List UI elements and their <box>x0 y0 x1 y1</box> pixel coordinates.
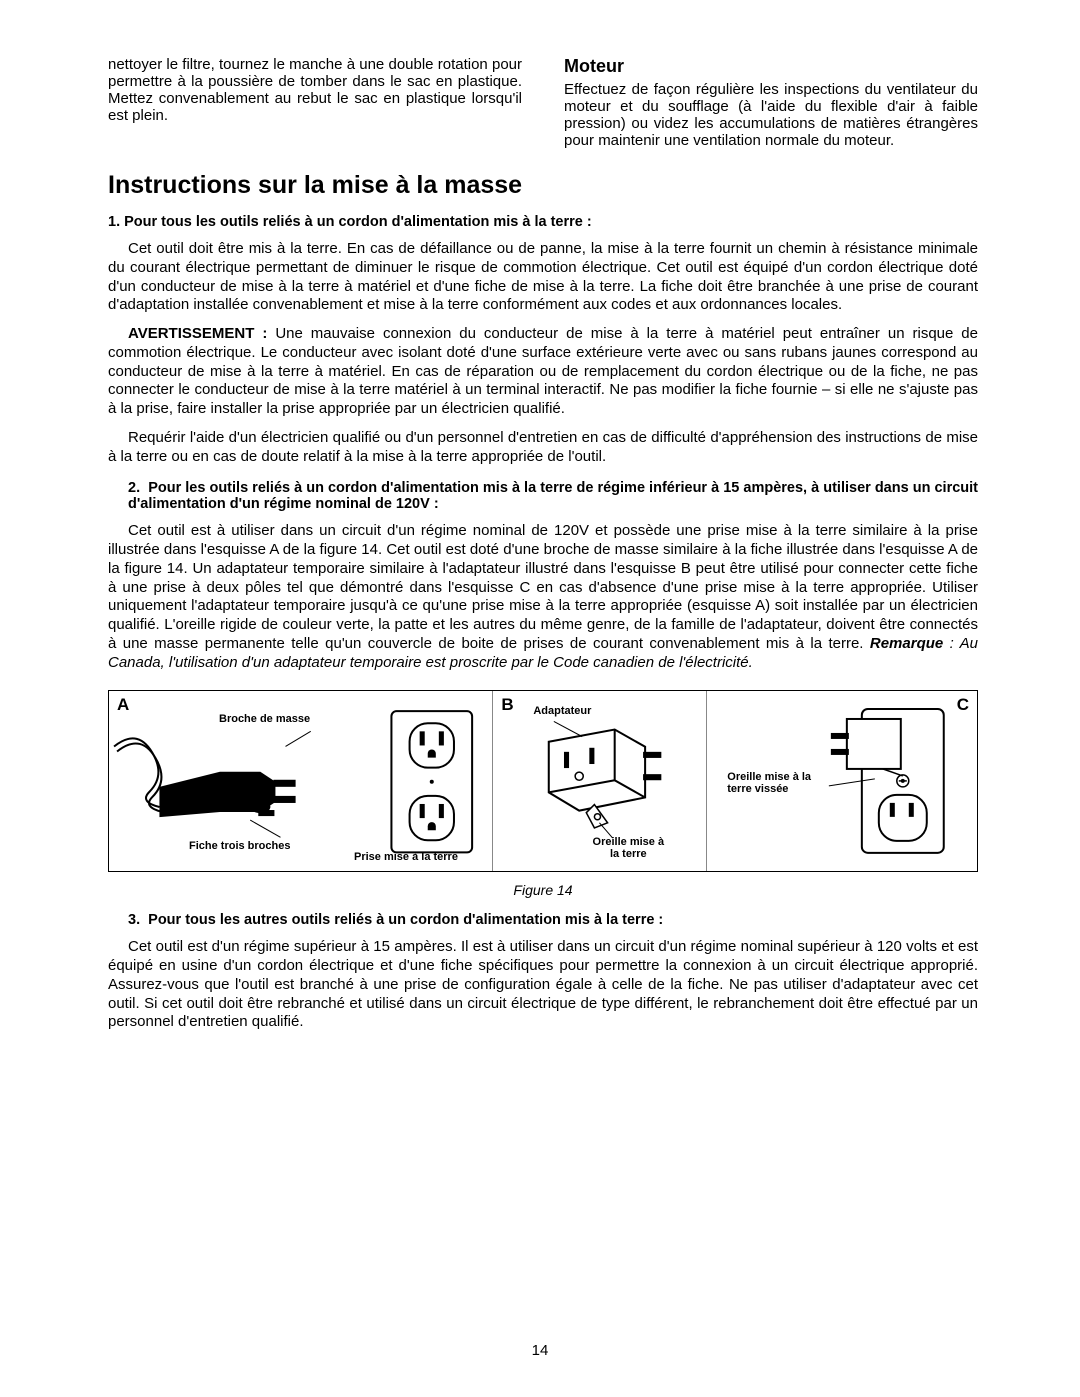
item-1-heading: 1. Pour tous les outils reliés à un cord… <box>108 214 978 230</box>
item-1-label: 1. Pour tous les outils reliés à un cord… <box>108 214 592 230</box>
remark-label: Remarque <box>870 635 943 652</box>
page: nettoyer le filtre, tournez le manche à … <box>0 0 1080 1397</box>
top-two-column: nettoyer le filtre, tournez le manche à … <box>108 56 978 149</box>
figure-panel-c: C <box>707 691 977 871</box>
item-3-num: 3. <box>128 912 140 928</box>
item-2-main-text: Cet outil est à utiliser dans un circuit… <box>108 522 978 652</box>
column-left: nettoyer le filtre, tournez le manche à … <box>108 56 522 149</box>
warning-label: AVERTISSEMENT : <box>128 325 267 342</box>
right-column-heading: Moteur <box>564 56 978 77</box>
item-3-heading: 3. Pour tous les autres outils reliés à … <box>128 912 978 928</box>
section-title: Instructions sur la mise à la masse <box>108 171 978 200</box>
figure-panel-b: B <box>493 691 707 871</box>
figure-14: A <box>108 690 978 898</box>
item-1-para-1: Cet outil doit être mis à la terre. En c… <box>108 240 978 315</box>
label-oreille-c: Oreille mise à la terre vissée <box>727 771 827 795</box>
item-3-label: Pour tous les autres outils reliés à un … <box>148 912 663 928</box>
page-number: 14 <box>0 1342 1080 1359</box>
right-column-text: Effectuez de façon régulière les inspect… <box>564 81 978 149</box>
item-2-label: Pour les outils reliés à un cordon d'ali… <box>128 480 978 512</box>
figure-panel-a: A <box>109 691 493 871</box>
label-oreille-b: Oreille mise à la terre <box>588 836 668 860</box>
label-fiche-trois-broches: Fiche trois broches <box>189 840 290 852</box>
label-broche-de-masse: Broche de masse <box>219 713 310 725</box>
figure-box: A <box>108 690 978 872</box>
item-1-para-3: Requérir l'aide d'un électricien qualifi… <box>108 429 978 467</box>
item-1-para-2: AVERTISSEMENT : Une mauvaise connexion d… <box>108 325 978 419</box>
item-2-num: 2. <box>128 480 140 496</box>
figure-caption: Figure 14 <box>108 882 978 898</box>
label-adaptateur: Adaptateur <box>533 705 591 717</box>
column-right: Moteur Effectuez de façon régulière les … <box>564 56 978 149</box>
item-2-heading: 2. Pour les outils reliés à un cordon d'… <box>128 480 978 512</box>
item-3-para: Cet outil est d'un régime supérieur à 15… <box>108 938 978 1032</box>
left-column-text: nettoyer le filtre, tournez le manche à … <box>108 56 522 124</box>
item-2-para: Cet outil est à utiliser dans un circuit… <box>108 522 978 672</box>
label-prise-mise-a-la-terre: Prise mise à la terre <box>354 851 458 863</box>
